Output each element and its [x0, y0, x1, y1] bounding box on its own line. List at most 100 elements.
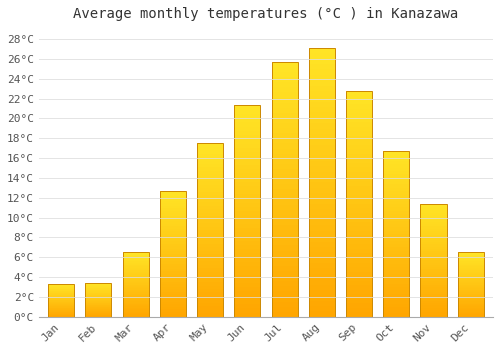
- Bar: [122, 261, 148, 262]
- Bar: [86, 287, 112, 288]
- Bar: [458, 294, 483, 295]
- Bar: [383, 300, 409, 303]
- Bar: [160, 259, 186, 261]
- Bar: [48, 284, 74, 317]
- Bar: [458, 314, 483, 315]
- Bar: [383, 194, 409, 197]
- Bar: [160, 226, 186, 229]
- Bar: [420, 308, 446, 310]
- Bar: [420, 290, 446, 292]
- Bar: [234, 164, 260, 169]
- Bar: [458, 273, 483, 274]
- Bar: [458, 300, 483, 301]
- Bar: [458, 268, 483, 269]
- Bar: [86, 304, 112, 305]
- Bar: [308, 139, 335, 145]
- Bar: [48, 295, 74, 296]
- Bar: [308, 241, 335, 247]
- Bar: [234, 253, 260, 258]
- Bar: [86, 294, 112, 295]
- Bar: [122, 274, 148, 275]
- Bar: [308, 145, 335, 150]
- Bar: [122, 298, 148, 299]
- Bar: [197, 178, 223, 181]
- Bar: [48, 305, 74, 306]
- Bar: [197, 154, 223, 157]
- Bar: [458, 279, 483, 281]
- Bar: [160, 203, 186, 206]
- Bar: [458, 307, 483, 308]
- Bar: [383, 231, 409, 234]
- Bar: [308, 75, 335, 80]
- Bar: [197, 219, 223, 223]
- Bar: [308, 252, 335, 258]
- Bar: [197, 296, 223, 300]
- Bar: [420, 210, 446, 213]
- Bar: [86, 314, 112, 315]
- Bar: [48, 290, 74, 291]
- Bar: [234, 237, 260, 241]
- Bar: [420, 242, 446, 244]
- Bar: [420, 244, 446, 247]
- Bar: [272, 133, 297, 138]
- Bar: [197, 293, 223, 296]
- Bar: [420, 274, 446, 276]
- Bar: [458, 287, 483, 288]
- Bar: [86, 288, 112, 289]
- Bar: [272, 312, 297, 317]
- Bar: [346, 262, 372, 267]
- Bar: [197, 261, 223, 265]
- Bar: [308, 85, 335, 91]
- Bar: [86, 295, 112, 296]
- Bar: [86, 310, 112, 311]
- Bar: [346, 235, 372, 240]
- Bar: [48, 316, 74, 317]
- Bar: [234, 177, 260, 182]
- Bar: [383, 287, 409, 290]
- Bar: [346, 159, 372, 163]
- Bar: [458, 269, 483, 270]
- Bar: [234, 262, 260, 266]
- Bar: [234, 270, 260, 274]
- Bar: [234, 160, 260, 164]
- Bar: [160, 279, 186, 281]
- Bar: [160, 302, 186, 304]
- Bar: [272, 148, 297, 154]
- Bar: [420, 204, 446, 317]
- Bar: [86, 302, 112, 303]
- Bar: [234, 304, 260, 308]
- Bar: [234, 232, 260, 237]
- Bar: [122, 259, 148, 260]
- Bar: [308, 118, 335, 123]
- Bar: [234, 287, 260, 292]
- Bar: [383, 208, 409, 211]
- Bar: [420, 299, 446, 301]
- Bar: [160, 193, 186, 196]
- Bar: [420, 256, 446, 258]
- Bar: [48, 302, 74, 303]
- Bar: [48, 311, 74, 312]
- Bar: [272, 256, 297, 261]
- Bar: [234, 266, 260, 270]
- Bar: [122, 292, 148, 294]
- Bar: [197, 230, 223, 233]
- Bar: [458, 272, 483, 273]
- Bar: [420, 217, 446, 219]
- Bar: [346, 154, 372, 159]
- Bar: [272, 251, 297, 256]
- Bar: [420, 206, 446, 208]
- Bar: [458, 258, 483, 259]
- Bar: [234, 279, 260, 283]
- Bar: [197, 164, 223, 167]
- Bar: [308, 188, 335, 193]
- Bar: [160, 241, 186, 244]
- Bar: [86, 305, 112, 306]
- Bar: [308, 172, 335, 177]
- Bar: [197, 237, 223, 240]
- Bar: [308, 312, 335, 317]
- Bar: [458, 259, 483, 260]
- Bar: [458, 278, 483, 279]
- Bar: [160, 256, 186, 259]
- Bar: [308, 107, 335, 112]
- Bar: [346, 131, 372, 136]
